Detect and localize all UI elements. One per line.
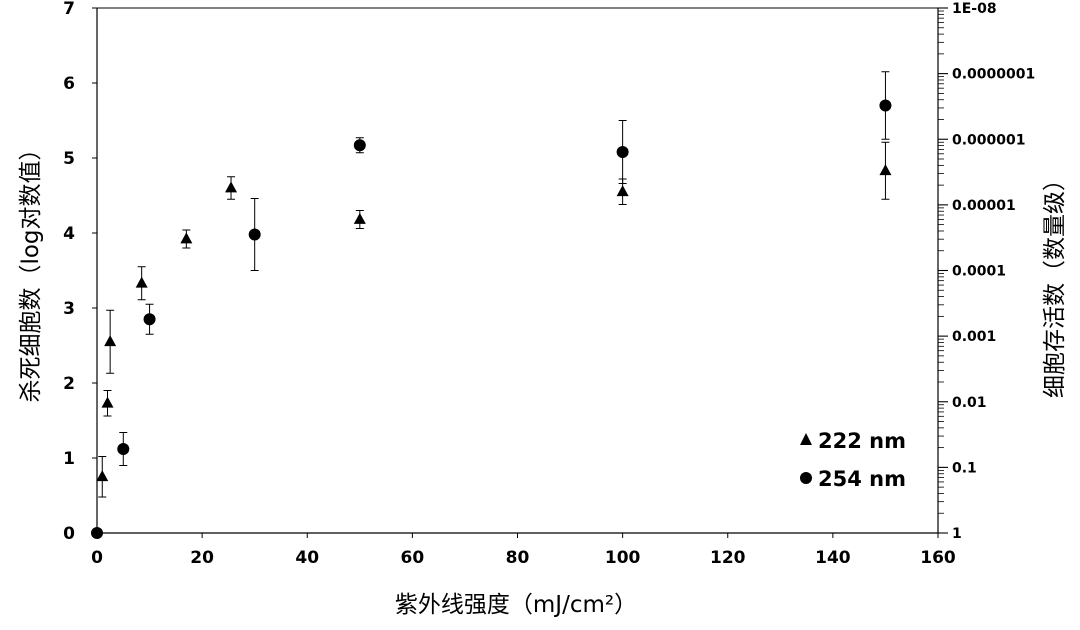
data-point-triangle	[101, 396, 114, 408]
data-point-triangle	[135, 276, 148, 288]
x-tick-label: 160	[920, 548, 956, 568]
y-right-tick-label: 0.1	[952, 460, 977, 476]
data-point-circle	[616, 146, 629, 158]
series-circle	[91, 71, 892, 539]
legend-marker-triangle	[800, 433, 812, 445]
x-tick-label: 80	[506, 548, 530, 568]
y-right-tick-label: 0.001	[952, 329, 996, 345]
y-axis-title: 杀死细胞数（log对数值）	[18, 137, 44, 402]
data-point-circle	[248, 228, 261, 241]
y-right-tick-label: 1	[952, 526, 962, 542]
data-point-triangle	[879, 164, 892, 176]
data-point-triangle	[104, 335, 117, 347]
x-axis: 0 20 40 60 80 100 120 140 160	[91, 532, 956, 568]
left-y-axis: 0 1 2 3 4 5 6 7	[63, 0, 98, 544]
data-marks	[91, 71, 892, 539]
legend: 222 nm 254 nm	[800, 429, 906, 491]
y-tick-label: 7	[63, 0, 75, 19]
plot-area	[97, 7, 939, 533]
data-point-triangle	[225, 181, 238, 193]
legend-label: 254 nm	[818, 467, 906, 491]
y-tick-label: 2	[63, 374, 75, 394]
x-tick-label: 0	[91, 548, 103, 568]
y-right-axis-title: 细胞存活数（数量级）	[1042, 168, 1068, 398]
y-tick-label: 6	[63, 74, 75, 94]
x-tick-label: 60	[401, 548, 425, 568]
series-triangle	[96, 141, 892, 498]
y-right-tick-label: 0.00001	[952, 198, 1016, 214]
data-point-circle	[117, 443, 130, 455]
legend-label: 222 nm	[818, 429, 906, 453]
y-right-tick-label: 0.01	[952, 395, 987, 411]
x-tick-label: 100	[605, 548, 641, 568]
data-point-circle	[353, 139, 366, 152]
x-tick-label: 20	[190, 548, 214, 568]
y-tick-label: 1	[63, 449, 75, 469]
data-point-circle	[879, 99, 892, 112]
data-point-circle	[143, 313, 156, 326]
data-point-triangle	[180, 232, 193, 244]
y-tick-label: 5	[63, 149, 75, 169]
right-y-axis: 1 0.1 0.01 0.001 0.0001 0.00001 0.000001 0.0000…	[938, 1, 1035, 542]
data-point-triangle	[96, 470, 109, 482]
data-point-triangle	[353, 212, 366, 224]
y-tick-label: 4	[63, 224, 75, 244]
x-axis-title: 紫外线强度（mJ/cm²）	[395, 592, 637, 618]
data-point-triangle	[616, 185, 629, 197]
x-tick-label: 140	[815, 548, 851, 568]
x-tick-label: 40	[295, 548, 319, 568]
y-tick-label: 3	[63, 299, 75, 319]
y-right-tick-label: 0.0000001	[952, 67, 1035, 83]
x-tick-label: 120	[710, 548, 746, 568]
y-right-tick-label: 0.000001	[952, 132, 1026, 148]
legend-marker-circle	[800, 472, 812, 484]
y-right-tick-label: 0.0001	[952, 264, 1006, 280]
y-right-tick-label: 1E-08	[952, 1, 997, 17]
y-tick-label: 0	[63, 524, 75, 544]
